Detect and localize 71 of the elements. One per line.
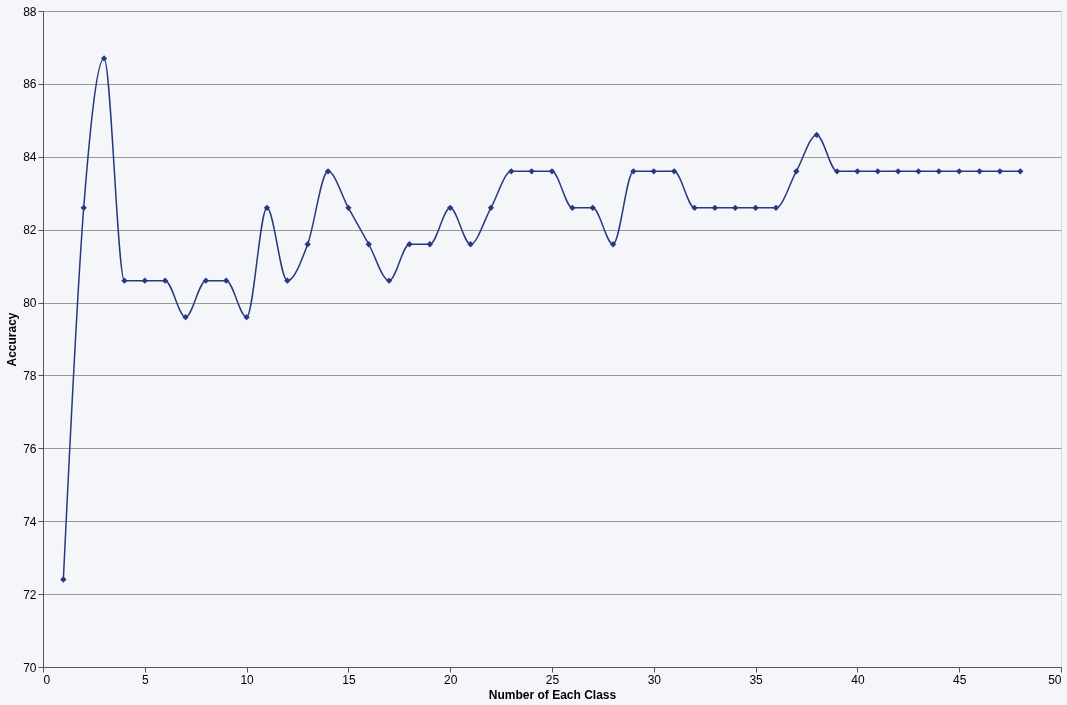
point [60,576,67,583]
x-tick-label: 35 [749,672,764,687]
x-tick-label: 20 [444,672,458,687]
y-tick-label: 88 [23,4,37,19]
point [732,204,739,211]
point [345,204,352,211]
y-tick-label: 86 [23,77,37,92]
point [80,204,87,211]
point [935,168,942,175]
point [385,277,393,284]
point [121,277,128,284]
point [793,168,800,175]
x-tick-label: 40 [851,672,865,687]
y-tick-label: 80 [23,296,37,311]
x-tick-label: 15 [342,672,356,687]
point [528,168,535,175]
point [650,168,657,175]
x-tick-label: 5 [141,672,149,687]
point [426,241,433,248]
point [304,241,311,248]
x-tick-label: 50 [1048,672,1062,687]
point [752,204,759,211]
x-tick-label: 45 [953,672,967,687]
y-tick-label: 76 [23,441,37,456]
y-tick-label: 78 [23,368,37,383]
x-tick-label: 10 [240,672,255,687]
point [243,313,250,321]
point [996,168,1004,175]
point [467,241,474,248]
point [956,168,963,175]
point [976,168,983,175]
y-tick-label: 82 [23,223,37,238]
point [569,204,576,211]
x-axis-title: Number of Each Class [488,687,617,702]
y-tick-label: 74 [23,514,37,529]
point [854,168,861,175]
point [915,168,922,175]
y-axis-title: Accuracy [5,312,20,367]
point [365,241,372,248]
point [406,241,413,248]
point [874,168,881,175]
y-tick-label: 70 [23,660,37,675]
point [630,168,637,175]
point [772,204,780,211]
point [671,168,678,175]
point [324,168,332,175]
x-tick-label: 25 [545,672,560,687]
point [223,277,230,284]
x-tick-label: 30 [647,672,662,687]
point [100,55,108,62]
point [1017,168,1024,175]
point [894,168,902,175]
point [141,277,148,284]
point [182,313,189,321]
point [711,204,719,211]
point [609,241,617,248]
y-tick-label: 84 [23,150,37,165]
point [162,277,169,284]
point [833,168,841,175]
point [447,204,454,211]
point [487,204,495,211]
point [284,277,291,284]
point [813,131,820,139]
y-tick-label: 72 [23,587,37,602]
point [548,168,556,175]
point [202,277,210,284]
point [589,204,596,211]
point [263,204,271,211]
point [508,168,515,175]
point [691,204,698,211]
x-tick-label: 0 [43,672,51,687]
